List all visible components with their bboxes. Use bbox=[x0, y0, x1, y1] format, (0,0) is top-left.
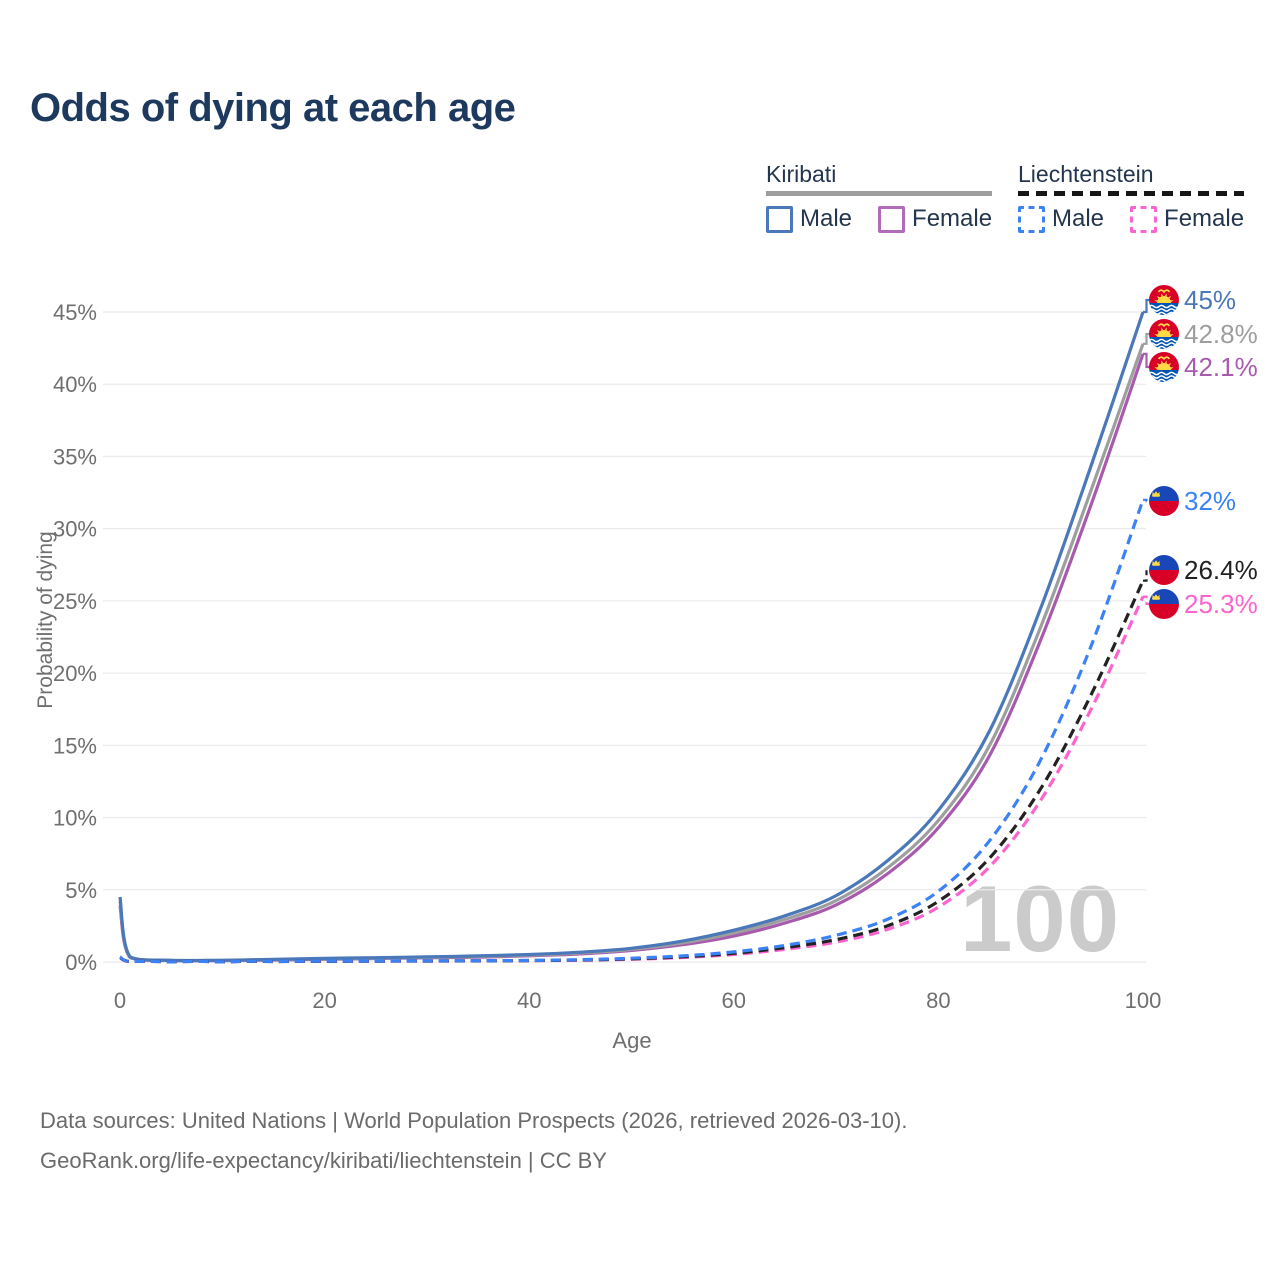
legend-item-label: Female bbox=[912, 205, 993, 232]
legend-group-kiribati: Kiribati Male Female bbox=[766, 161, 993, 233]
kiribati-flag-icon bbox=[1149, 285, 1179, 315]
kiribati-flag-icon bbox=[1149, 352, 1179, 382]
end-value-label-kiribati-male: 45% bbox=[1184, 285, 1236, 315]
legend-item-label: Female bbox=[1164, 205, 1245, 232]
end-label-connector bbox=[1143, 298, 1150, 314]
legend-group-title-kiribati: Kiribati bbox=[766, 161, 837, 187]
series-line-liechtenstein-male bbox=[119, 499, 1145, 964]
series-line-liechtenstein-total bbox=[119, 580, 1145, 964]
series-line-kiribati-total bbox=[118, 343, 1145, 963]
end-label-connector bbox=[1143, 568, 1150, 582]
kiribati-line-style-underline bbox=[766, 191, 993, 196]
series-line-kiribati-female bbox=[118, 353, 1145, 963]
end-label-connector bbox=[1143, 498, 1150, 503]
watermark: 100 bbox=[960, 866, 1120, 971]
end-value-label-kiribati-total: 42.8% bbox=[1184, 319, 1258, 349]
kiribati-male-swatch-icon bbox=[766, 205, 793, 233]
x-tick-label: 100 bbox=[1125, 988, 1162, 1013]
series-line-kiribati-male bbox=[118, 311, 1145, 963]
legend-item-label: Male bbox=[1052, 205, 1105, 232]
liechtenstein-female-swatch-icon bbox=[1130, 205, 1158, 233]
y-tick-label: 25% bbox=[53, 589, 97, 614]
y-tick-label: 35% bbox=[53, 444, 97, 469]
data-sources-line: Data sources: United Nations | World Pop… bbox=[40, 1108, 908, 1133]
y-tick-label: 20% bbox=[53, 661, 97, 686]
end-label-connector bbox=[1143, 595, 1150, 606]
liechtenstein-line-style-underline bbox=[1018, 191, 1245, 196]
x-tick-label: 20 bbox=[312, 988, 336, 1013]
liechtenstein-flag-icon bbox=[1149, 589, 1179, 619]
kiribati-female-swatch-icon bbox=[878, 205, 906, 233]
x-axis-title: Age bbox=[612, 1028, 652, 1053]
y-tick-label: 0% bbox=[65, 950, 97, 975]
legend-item-kiribati-female: Female bbox=[878, 205, 992, 233]
end-value-label-liechtenstein-female: 25.3% bbox=[1184, 589, 1258, 619]
legend-group-title-liechtenstein: Liechtenstein bbox=[1018, 161, 1154, 187]
kiribati-flag-icon bbox=[1149, 319, 1179, 349]
x-tick-label: 40 bbox=[517, 988, 541, 1013]
legend-item-liechtenstein-male: Male bbox=[1018, 205, 1104, 233]
legend-item-liechtenstein-female: Female bbox=[1130, 205, 1244, 233]
legend-group-liechtenstein: Liechtenstein Male Female bbox=[1018, 161, 1245, 233]
liechtenstein-flag-icon bbox=[1149, 486, 1179, 516]
y-tick-label: 40% bbox=[53, 372, 97, 397]
end-value-label-liechtenstein-male: 32% bbox=[1184, 486, 1236, 516]
y-tick-label: 5% bbox=[65, 878, 97, 903]
legend-item-label: Male bbox=[800, 205, 853, 232]
end-label-connector bbox=[1143, 332, 1150, 345]
page-title: Odds of dying at each age bbox=[30, 86, 516, 130]
x-tick-label: 60 bbox=[722, 988, 746, 1013]
end-label-connector bbox=[1143, 352, 1150, 369]
end-value-label-kiribati-female: 42.1% bbox=[1184, 352, 1258, 382]
y-tick-label: 45% bbox=[53, 300, 97, 325]
y-tick-label: 15% bbox=[53, 733, 97, 758]
series-line-liechtenstein-female bbox=[119, 595, 1145, 964]
x-tick-label: 0 bbox=[114, 988, 126, 1013]
attribution-line: GeoRank.org/life-expectancy/kiribati/lie… bbox=[40, 1148, 607, 1173]
y-axis-title: Probability of dying bbox=[34, 531, 57, 709]
end-value-label-liechtenstein-total: 26.4% bbox=[1184, 555, 1258, 585]
y-tick-label: 10% bbox=[53, 806, 97, 831]
liechtenstein-flag-icon bbox=[1149, 555, 1179, 585]
legend-item-kiribati-male: Male bbox=[766, 205, 852, 233]
y-tick-label: 30% bbox=[53, 517, 97, 542]
liechtenstein-male-swatch-icon bbox=[1018, 205, 1045, 233]
x-tick-label: 80 bbox=[926, 988, 950, 1013]
